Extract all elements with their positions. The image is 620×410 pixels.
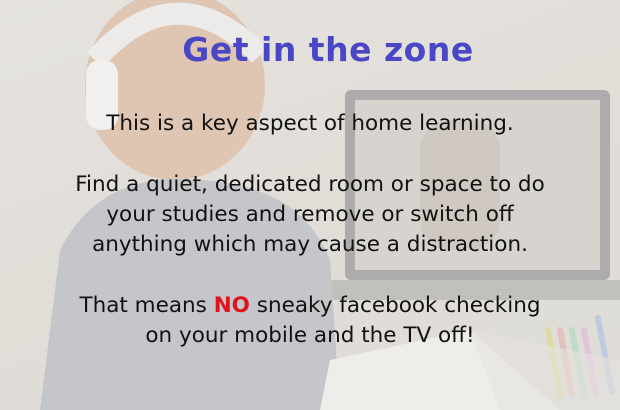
advice-line-2: your studies and remove or switch off xyxy=(106,202,514,227)
slide-title: Get in the zone xyxy=(182,30,474,69)
advice-line-3: anything which may cause a distraction. xyxy=(92,232,528,257)
intro-paragraph: This is a key aspect of home learning. xyxy=(106,111,514,136)
warning-prefix: That means xyxy=(79,293,214,318)
warning-suffix: sneaky facebook checking xyxy=(249,293,541,318)
advice-line-1: Find a quiet, dedicated room or space to… xyxy=(75,172,545,197)
warning-line-1: That means NO sneaky facebook checking xyxy=(0,291,620,321)
advice-paragraph: Find a quiet, dedicated room or space to… xyxy=(0,170,620,260)
no-highlight: NO xyxy=(213,293,250,318)
warning-line-2: on your mobile and the TV off! xyxy=(145,323,475,348)
warning-paragraph: That means NO sneaky facebook checking o… xyxy=(0,291,620,351)
